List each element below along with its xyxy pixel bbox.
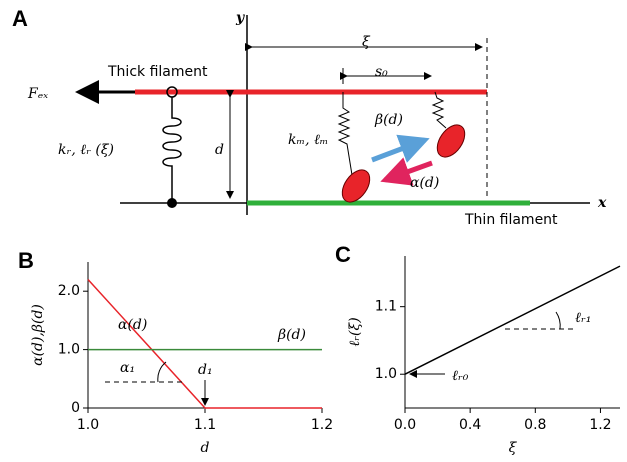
angle-arc [555,311,561,330]
annotation: α₁ [120,360,135,376]
panel-a: A y x Fₑₓ Thick filament Thin filament k… [12,6,607,228]
y-axis-label: y [235,10,245,26]
panel-label: A [12,6,28,31]
xi-label: ξ [362,34,371,50]
spring-r-label: kᵣ, ℓᵣ (ξ) [58,142,114,158]
y-tick-label: 1.0 [375,366,397,382]
y-tick-label: 1.1 [375,299,397,315]
beta-label: β(d) [374,112,403,128]
x-tick-label: 1.2 [311,417,333,433]
x-axis-label: ξ [509,440,518,456]
x-tick-label: 0.8 [524,417,546,433]
anchor [167,198,177,208]
spring-m2 [431,91,447,129]
spring-r [162,97,182,203]
alpha-arrow [380,157,433,186]
spring-m-label: kₘ, ℓₘ [288,132,328,148]
y-tick-label: 2.0 [58,283,80,299]
annotation: d₁ [198,362,213,378]
spring-m [337,92,353,176]
y-axis-label: ℓᵣ(ξ) [347,317,363,346]
panel-label: B [18,248,34,273]
series-label: α(d) [118,317,147,333]
beta-arrow [371,134,430,163]
y-tick-label: 1.0 [58,342,80,358]
head [436,124,466,158]
series-line [87,279,322,409]
angle-arc [157,361,167,383]
series-label: ℓᵣ₀ [452,368,469,384]
annotation: ℓᵣ₁ [575,310,591,326]
y-axis-label: α(d),β(d) [30,304,46,366]
thick-label: Thick filament [107,64,208,80]
head [341,169,371,203]
y-tick-label: 0 [71,400,80,416]
x-tick-label: 1.2 [589,417,611,433]
panel-label: C [335,242,351,267]
x-axis-label: x [597,195,607,211]
s0-label: s₀ [375,64,388,80]
x-tick-label: 0.0 [394,417,416,433]
thin-label: Thin filament [464,212,558,228]
x-tick-label: 0.4 [459,417,481,433]
d-label: d [215,142,224,158]
alpha-label: α(d) [410,175,439,191]
series-line [404,265,621,375]
force-label: Fₑₓ [27,86,48,102]
x-tick-label: 1.1 [194,417,216,433]
x-axis-label: d [201,440,210,456]
x-tick-label: 1.0 [77,417,99,433]
series-label: β(d) [277,327,306,343]
